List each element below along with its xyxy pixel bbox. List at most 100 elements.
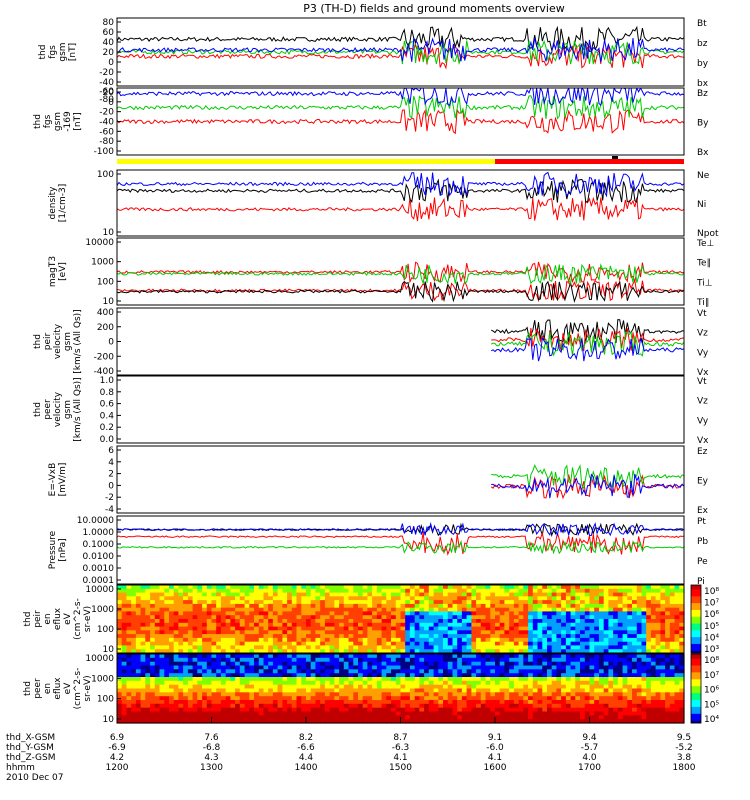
heatmap-cell <box>565 665 572 670</box>
heatmap-cell <box>627 630 633 635</box>
heatmap-cell <box>424 684 430 690</box>
heatmap-cell <box>272 680 279 686</box>
heatmap-cell <box>471 637 477 643</box>
heatmap-cell <box>301 661 307 667</box>
heatmap-cell <box>173 603 179 609</box>
heatmap-cell <box>603 692 609 697</box>
heatmap-cell <box>523 649 529 654</box>
heatmap-cell <box>381 657 387 663</box>
heatmap-cell <box>542 630 548 635</box>
heatmap-cell <box>324 677 331 682</box>
heatmap-cell <box>135 711 142 716</box>
heatmap-cell <box>126 696 132 701</box>
heatmap-cell <box>169 669 175 674</box>
heatmap-cell <box>405 649 411 654</box>
heatmap-cell <box>504 611 510 616</box>
heatmap-cell <box>565 622 572 628</box>
heatmap-cell <box>428 719 435 724</box>
heatmap-cell <box>216 696 222 701</box>
x-tick-value: 4.4 <box>299 753 314 763</box>
heatmap-cell <box>622 641 628 647</box>
heatmap-cell <box>258 634 265 639</box>
heatmap-cell <box>296 637 302 643</box>
heatmap-cell <box>235 645 241 650</box>
heatmap-cell <box>216 634 222 639</box>
heatmap-cell <box>447 692 454 697</box>
heatmap-cell <box>329 680 335 686</box>
heatmap-cell <box>660 711 666 716</box>
heatmap-cell <box>291 669 298 674</box>
heatmap-cell <box>547 615 553 620</box>
heatmap-cell <box>343 622 350 628</box>
heatmap-cell <box>617 603 624 609</box>
heatmap-cell <box>178 603 184 609</box>
heatmap-cell <box>447 696 454 701</box>
colorbar-segment <box>691 656 701 660</box>
heatmap-cell <box>433 661 439 667</box>
heatmap-cell <box>438 641 444 647</box>
heatmap-cell <box>537 596 543 601</box>
series-ti⊥-line <box>117 261 684 284</box>
heatmap-cell <box>589 719 595 724</box>
heatmap-cell <box>584 607 591 613</box>
heatmap-cell <box>650 626 657 631</box>
heatmap-cell <box>277 588 283 594</box>
heatmap-cell <box>646 684 652 690</box>
heatmap-cell <box>183 615 189 620</box>
heatmap-cell <box>376 700 383 705</box>
heatmap-cell <box>272 630 279 635</box>
heatmap-cell <box>320 680 326 686</box>
heatmap-cell <box>296 673 302 678</box>
heatmap-cell <box>532 665 539 670</box>
heatmap-cell <box>443 700 449 705</box>
heatmap-cell <box>249 600 255 605</box>
heatmap-cell <box>537 585 543 590</box>
heatmap-cell <box>183 669 189 674</box>
heatmap-cell <box>660 641 666 647</box>
heatmap-cell <box>461 637 468 643</box>
y-tick-label: 0.0001 <box>83 576 115 586</box>
heatmap-cell <box>674 634 680 639</box>
heatmap-cell <box>258 603 265 609</box>
heatmap-cell <box>263 661 269 667</box>
series-ti∥-line <box>117 263 684 286</box>
heatmap-cell <box>140 703 146 709</box>
heatmap-cell <box>272 619 279 624</box>
heatmap-cell <box>443 600 449 605</box>
heatmap-cell <box>135 688 142 693</box>
heatmap-cell <box>348 707 354 713</box>
heatmap-cell <box>532 657 539 663</box>
heatmap-cell <box>164 619 170 624</box>
heatmap-cell <box>329 703 335 709</box>
heatmap-cell <box>183 700 189 705</box>
heatmap-cell <box>145 669 151 674</box>
heatmap-cell <box>627 692 633 697</box>
heatmap-cell <box>433 707 439 713</box>
heatmap-cell <box>334 707 340 713</box>
heatmap-cell <box>358 600 364 605</box>
heatmap-cell <box>674 585 680 590</box>
heatmap-cell <box>343 665 350 670</box>
heatmap-cell <box>239 619 246 624</box>
heatmap-cell <box>405 654 411 659</box>
heatmap-cell <box>438 680 444 686</box>
colorbar-segment <box>691 589 701 593</box>
heatmap-cell <box>192 680 198 686</box>
heatmap-cell <box>291 700 298 705</box>
heatmap-cell <box>230 637 236 643</box>
heatmap-cell <box>669 634 676 639</box>
heatmap-cell <box>419 657 425 663</box>
heatmap-cell <box>358 645 364 650</box>
heatmap-cell <box>575 684 581 690</box>
heatmap-cell <box>315 703 321 709</box>
heatmap-cell <box>263 677 269 682</box>
heatmap-cell <box>249 696 255 701</box>
heatmap-cell <box>613 661 619 667</box>
heatmap-cell <box>173 677 179 682</box>
heatmap-cell <box>613 585 619 590</box>
heatmap-cell <box>419 607 425 613</box>
heatmap-cell <box>443 585 449 590</box>
heatmap-cell <box>613 684 619 690</box>
heatmap-cell <box>225 603 231 609</box>
heatmap-cell <box>613 637 619 643</box>
